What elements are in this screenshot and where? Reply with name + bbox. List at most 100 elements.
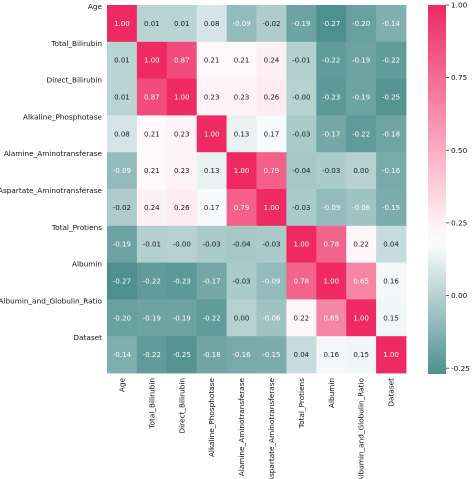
heatmap-cell: [256, 225, 287, 263]
row-label: Dataset: [73, 333, 102, 342]
cell-value-label: -0.09: [113, 167, 131, 175]
cell-value-label: -0.16: [382, 167, 401, 175]
heatmap-cell: [226, 5, 257, 43]
cell-value-label: -0.03: [292, 204, 310, 212]
colorbar-tick-label: 0.00: [451, 291, 468, 300]
heatmap-cell: [196, 41, 227, 79]
cell-value-label: -0.09: [262, 278, 280, 286]
cell-value-label: 0.22: [294, 314, 310, 322]
cell-value-label: -0.03: [203, 241, 221, 249]
colorbar-tick-label: 0.75: [451, 73, 467, 82]
heatmap-cell: [226, 41, 257, 79]
heatmap-cell: [286, 336, 317, 374]
cell-value-label: -0.02: [113, 204, 131, 212]
cell-value-label: 0.79: [264, 167, 280, 175]
cell-value-label: 0.65: [353, 278, 369, 286]
cell-value-label: 1.00: [234, 167, 250, 175]
cell-value-label: 1.00: [323, 278, 339, 286]
heatmap-cell: [136, 115, 168, 153]
heatmap-cell-values: 1.00 0.01 0.01 0.08 -0.09 -0.02 -0.19 -0.27 -0.2…: [113, 20, 401, 359]
heatmap-cell: [166, 152, 198, 190]
cell-value-label: 0.16: [383, 278, 399, 286]
column-label: Albumin: [327, 378, 336, 408]
cell-value-label: 1.00: [294, 241, 310, 249]
heatmap-cell: [286, 262, 317, 300]
cell-value-label: 1.00: [383, 351, 399, 359]
heatmap-cell: [286, 41, 317, 79]
heatmap-cell: [376, 189, 407, 227]
heatmap-cell: [376, 78, 407, 116]
heatmap-cell: [136, 5, 168, 43]
heatmap-cell: [196, 189, 227, 227]
heatmap-cell: [316, 41, 347, 79]
column-label: Alamine_Aminotransferase: [237, 377, 246, 476]
cell-value-label: -0.04: [232, 241, 251, 249]
heatmap-cell: [346, 299, 377, 337]
heatmap-cell: [286, 299, 317, 337]
row-label: Alkaline_Phosphotase: [23, 112, 103, 121]
cell-value-label: -0.15: [382, 204, 400, 212]
cell-value-label: 0.17: [264, 130, 280, 138]
cell-value-label: -0.15: [262, 351, 280, 359]
colorbar-tick-label: 0.50: [451, 146, 468, 155]
row-label: Age: [88, 2, 103, 11]
heatmap-cell: [166, 5, 198, 43]
cell-value-label: -0.23: [322, 94, 340, 102]
cell-value-label: -0.22: [203, 314, 221, 322]
cell-value-label: 1.00: [353, 314, 369, 322]
heatmap-cell: [256, 115, 287, 153]
heatmap-cell: [136, 78, 168, 116]
heatmap-cell: [107, 336, 138, 374]
cell-value-label: 0.65: [323, 314, 339, 322]
cell-value-label: 0.23: [174, 130, 190, 138]
heatmap-cell: [346, 152, 377, 190]
cell-value-label: -0.03: [292, 130, 310, 138]
cell-value-label: -0.20: [352, 20, 370, 28]
cell-value-label: 0.87: [174, 57, 190, 65]
heatmap-cell: [166, 189, 198, 227]
heatmap-cell: [376, 262, 407, 300]
cell-value-label: 0.24: [144, 204, 160, 212]
row-label: Aspartate_Aminotransferase: [0, 186, 103, 195]
colorbar: [428, 5, 446, 374]
heatmap-cell: [226, 299, 257, 337]
cell-value-label: 0.22: [353, 241, 369, 249]
column-label: Age: [117, 378, 126, 393]
cell-value-label: -0.14: [382, 20, 401, 28]
heatmap-cell: [256, 152, 287, 190]
cell-value-label: -0.14: [113, 351, 132, 359]
heatmap-cell: [376, 5, 407, 43]
cell-value-label: 0.26: [264, 94, 280, 102]
heatmap-cell: [256, 189, 287, 227]
colorbar-tick-label: 0.25: [451, 219, 467, 228]
cell-value-label: -0.18: [382, 130, 400, 138]
row-label: Albumin_and_Globulin_Ratio: [0, 296, 103, 305]
heatmap-cell: [166, 78, 198, 116]
heatmap-cell: [136, 152, 168, 190]
heatmap-cell: [107, 189, 138, 227]
heatmap-cell: [376, 41, 407, 79]
cell-value-label: -0.27: [113, 278, 131, 286]
cell-value-label: 0.01: [174, 20, 190, 28]
heatmap-cell: [107, 262, 138, 300]
cell-value-label: -0.16: [232, 351, 251, 359]
column-label: Total_Protiens: [297, 378, 306, 429]
heatmap-cell: [316, 262, 347, 300]
cell-value-label: 0.17: [204, 204, 220, 212]
cell-value-label: 0.13: [204, 167, 220, 175]
cell-value-label: -0.19: [113, 241, 131, 249]
cell-value-label: 0.08: [204, 20, 220, 28]
cell-value-label: -0.17: [322, 130, 340, 138]
heatmap-cell: [346, 5, 377, 43]
colorbar-tick-label: 1.00: [451, 1, 468, 10]
heatmap-cell: [376, 152, 407, 190]
cell-value-label: 0.21: [144, 167, 160, 175]
cell-value-label: -0.22: [352, 130, 370, 138]
heatmap-cell: [286, 225, 317, 263]
heatmap-cell: [256, 78, 287, 116]
heatmap-cell: [256, 41, 287, 79]
heatmap-cell: [316, 115, 347, 153]
heatmap-cell: [196, 5, 227, 43]
heatmap-cell: [107, 5, 138, 43]
cell-value-label: -0.01: [143, 241, 161, 249]
